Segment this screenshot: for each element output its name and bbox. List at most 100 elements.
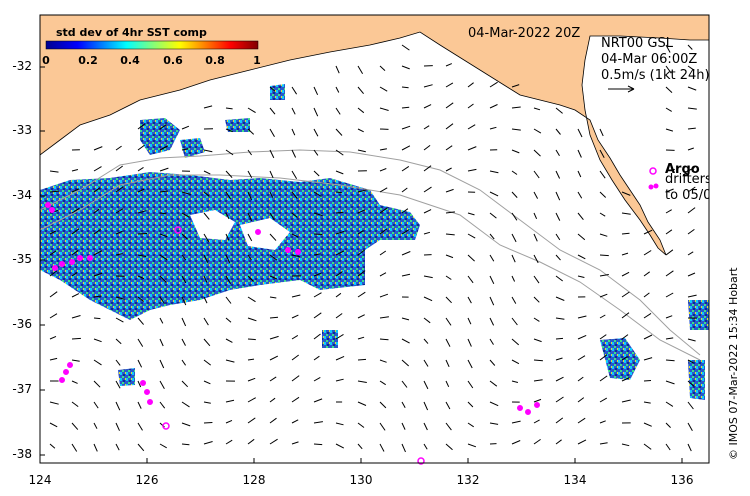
current-vector <box>203 338 211 347</box>
current-vector <box>357 209 366 214</box>
current-vector <box>313 376 321 382</box>
current-vector <box>181 338 186 346</box>
current-vector <box>247 170 253 178</box>
current-vector <box>335 149 344 156</box>
current-vector <box>247 128 255 135</box>
current-vector <box>379 359 387 363</box>
current-vector <box>379 187 388 193</box>
current-vector <box>577 315 587 319</box>
current-vector <box>269 191 274 198</box>
current-vector <box>599 420 606 424</box>
current-vector <box>577 376 584 382</box>
current-vector <box>137 254 147 257</box>
colorbar-title: std dev of 4hr SST comp <box>56 26 207 39</box>
current-vector <box>467 275 474 284</box>
current-vector <box>93 317 101 320</box>
current-vector <box>225 149 234 156</box>
current-vector <box>93 422 98 429</box>
current-vector <box>225 128 233 133</box>
current-vector <box>269 376 277 382</box>
current-vector <box>687 443 692 452</box>
current-vector <box>247 275 254 282</box>
current-vector <box>665 315 673 319</box>
current-vector <box>269 417 277 424</box>
current-vector <box>181 317 187 327</box>
current-vector <box>115 253 123 256</box>
current-vector <box>269 233 277 241</box>
current-vector <box>313 398 323 403</box>
current-vector <box>665 292 674 298</box>
current-vector <box>71 249 79 256</box>
colorbar-tick: 1 <box>253 54 261 67</box>
current-vector <box>203 212 210 220</box>
current-vector <box>511 149 520 154</box>
current-vector <box>357 230 364 235</box>
current-vector <box>181 359 187 366</box>
current-vector <box>269 212 275 221</box>
current-vector <box>335 313 343 319</box>
current-vector <box>533 170 540 179</box>
current-vector <box>49 401 59 405</box>
current-vector <box>137 144 145 151</box>
current-vector <box>599 149 605 158</box>
current-vector <box>357 149 366 153</box>
current-vector <box>621 334 629 340</box>
current-vector <box>401 106 410 109</box>
current-vector <box>555 107 563 114</box>
current-vector <box>379 316 389 319</box>
current-vector <box>159 317 164 324</box>
current-vector <box>467 380 474 389</box>
current-vector <box>269 397 276 403</box>
current-vector <box>643 312 652 319</box>
current-vector <box>665 168 675 172</box>
current-vector <box>423 401 429 411</box>
current-vector <box>445 82 454 88</box>
current-vector <box>533 254 539 264</box>
current-vector <box>445 422 452 431</box>
current-vector <box>555 212 561 221</box>
current-vector <box>445 63 452 67</box>
current-vector <box>291 419 299 424</box>
current-vector <box>687 422 693 431</box>
current-vector <box>247 254 252 261</box>
current-vector <box>401 86 409 89</box>
current-vector <box>247 397 256 403</box>
current-vector <box>313 191 322 197</box>
current-vector <box>335 211 344 214</box>
current-vector <box>445 123 454 130</box>
current-vector <box>313 333 321 340</box>
current-vector <box>511 275 516 282</box>
current-vector <box>357 107 365 114</box>
current-vector <box>335 422 344 426</box>
current-vector <box>489 212 497 219</box>
current-vector <box>445 211 455 214</box>
current-vector <box>225 399 235 403</box>
current-vector <box>467 103 474 109</box>
current-vector <box>71 315 81 319</box>
current-vector <box>115 380 121 389</box>
current-vector <box>247 296 256 303</box>
current-vector <box>181 233 188 240</box>
current-vector <box>665 422 671 428</box>
imos-credit: © IMOS 07-Mar-2022 15:34 Hobart <box>727 267 740 460</box>
current-vector <box>687 338 696 342</box>
current-vector <box>687 294 697 298</box>
current-vector <box>357 443 363 450</box>
current-vector <box>71 228 80 235</box>
current-vector <box>49 170 59 173</box>
current-vector <box>665 380 675 385</box>
current-vector <box>489 422 499 425</box>
current-vector <box>379 86 388 92</box>
current-vector <box>49 230 57 235</box>
current-vector <box>445 188 454 193</box>
current-vector <box>357 270 366 277</box>
argo-floats <box>162 226 425 465</box>
current-vector <box>665 65 672 74</box>
current-vector <box>577 334 587 340</box>
current-vector <box>511 296 517 304</box>
current-vector <box>379 65 386 71</box>
current-vector <box>467 359 473 369</box>
argo-legend-label: Argo <box>665 162 700 177</box>
current-vector <box>225 170 233 178</box>
current-vector <box>115 317 124 323</box>
